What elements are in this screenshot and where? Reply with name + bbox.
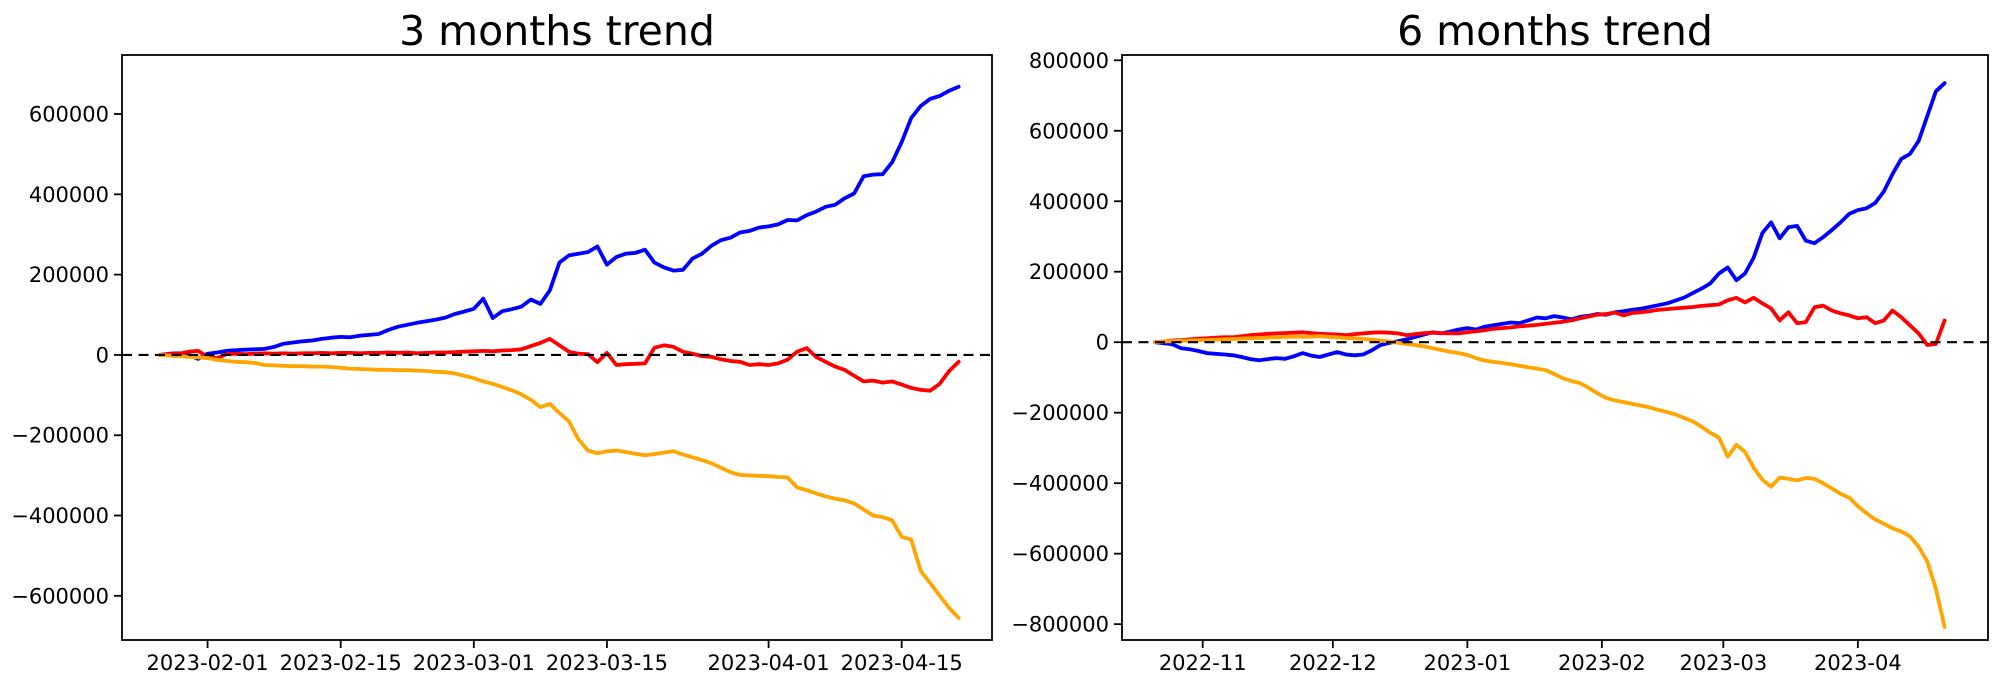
y-tick-label: −600000: [11, 584, 109, 608]
y-tick-label: 0: [96, 343, 109, 367]
series-blue-line: [1153, 81, 1947, 363]
y-tick-label: −400000: [11, 504, 109, 528]
chart-6-months: 6 months trend 800000 600000 400000 200000 0 −…: [1011, 7, 1989, 675]
y-tick-label: 400000: [29, 183, 109, 207]
x-tick-label: 2023-01: [1423, 651, 1511, 675]
y-tick-label: 600000: [1029, 119, 1109, 143]
y-tick-label: −600000: [1011, 542, 1109, 566]
y-tick-label: 600000: [29, 103, 109, 127]
y-tick-label: 200000: [29, 263, 109, 287]
y-tick-label: −400000: [1011, 472, 1109, 496]
series-red-line: [158, 336, 961, 393]
y-tick-label: −200000: [1011, 401, 1109, 425]
x-tick-label: 2023-02: [1558, 651, 1646, 675]
y-tick-label: −800000: [1011, 613, 1109, 637]
chart-3-months: 3 months trend 600000 400000 200000 0 −200000…: [11, 7, 993, 675]
chart-title: 6 months trend: [1397, 7, 1713, 55]
series-orange-line: [1153, 334, 1947, 629]
x-tick-label: 2023-04-01: [708, 651, 830, 675]
y-tick-label: 400000: [1029, 190, 1109, 214]
y-tick-label: 800000: [1029, 49, 1109, 73]
x-tick-label: 2022-12: [1289, 651, 1377, 675]
x-tick-label: 2023-02-15: [280, 651, 402, 675]
x-tick-label: 2022-11: [1159, 651, 1247, 675]
x-tick-label: 2023-02-01: [147, 651, 269, 675]
chart-title: 3 months trend: [399, 7, 715, 55]
x-tick-label: 2023-04: [1814, 651, 1902, 675]
x-tick-label: 2023-04-15: [841, 651, 963, 675]
x-tick-label: 2023-03: [1679, 651, 1767, 675]
series-orange-line: [158, 352, 961, 620]
series-red-line: [1153, 295, 1947, 347]
y-tick-label: −200000: [11, 424, 109, 448]
x-tick-label: 2023-03-01: [413, 651, 535, 675]
series-blue-line: [158, 84, 961, 361]
plot-border: [121, 54, 993, 641]
x-tick-label: 2023-03-15: [546, 651, 668, 675]
y-tick-label: 0: [1096, 331, 1109, 355]
plot-border: [1121, 54, 1989, 641]
y-tick-label: 200000: [1029, 260, 1109, 284]
